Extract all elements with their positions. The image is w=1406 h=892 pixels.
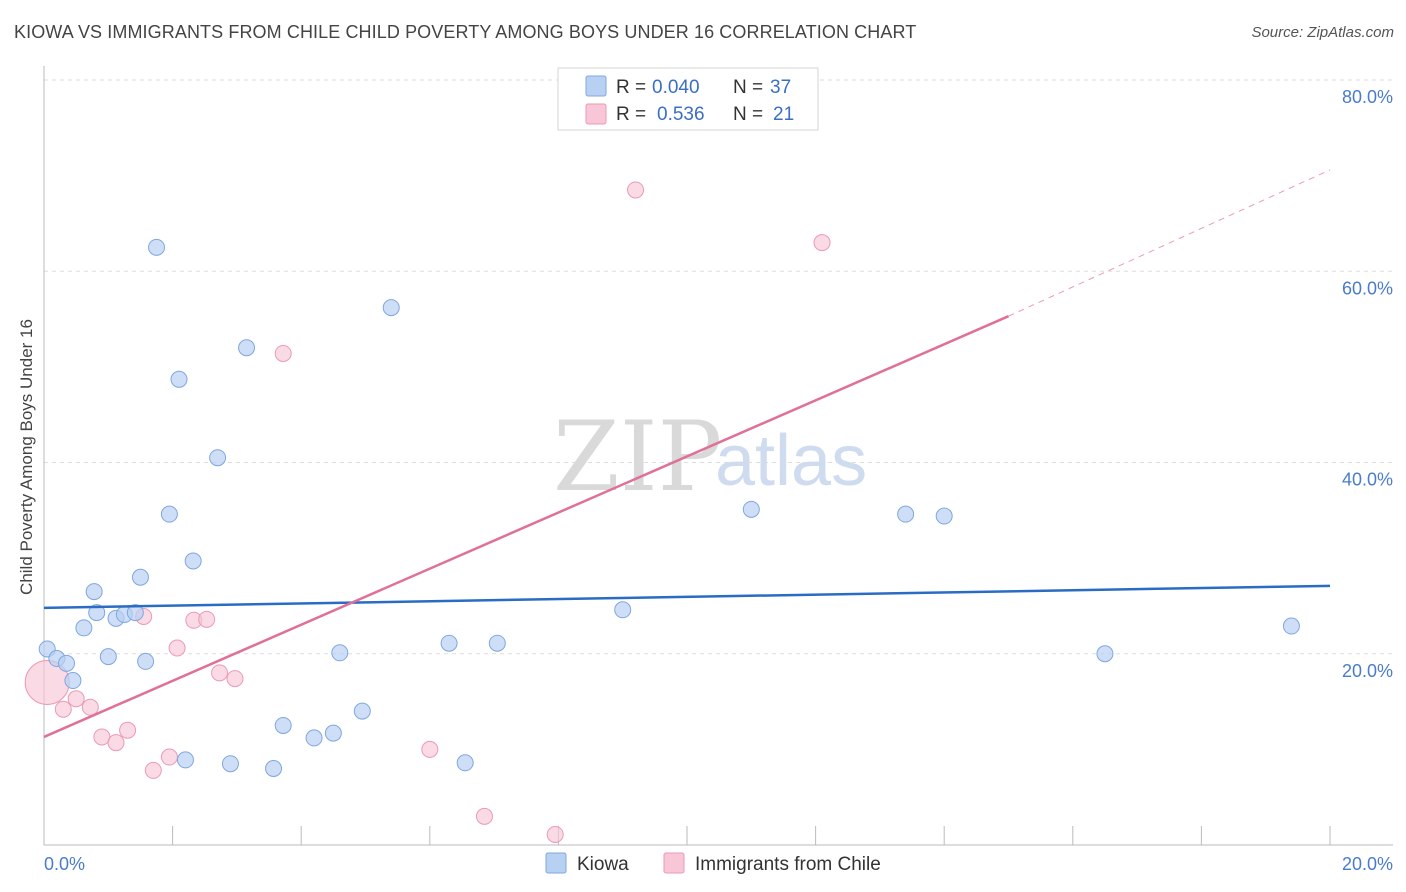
legend-r-value-kiowa: 0.040 xyxy=(652,77,700,98)
y-axis-label: Child Poverty Among Boys Under 16 xyxy=(17,319,36,595)
x-tick-label-max: 20.0% xyxy=(1342,854,1393,874)
kiowa-point xyxy=(305,729,323,747)
kiowa-point xyxy=(488,634,506,652)
x-tick-labels: 0.0% 20.0% xyxy=(44,854,1393,874)
kiowa-point xyxy=(238,339,256,357)
chile-point xyxy=(274,344,292,362)
legend-r-label-kiowa: R = xyxy=(616,77,646,98)
grid-lines xyxy=(44,79,1393,655)
chile-point xyxy=(475,807,493,825)
series-kiowa-points xyxy=(38,238,1300,777)
kiowa-point xyxy=(176,751,194,769)
legend-n-value-chile: 21 xyxy=(773,104,794,125)
legend-swatch-kiowa xyxy=(585,75,607,97)
y-tick-label-1: 40.0% xyxy=(1342,470,1393,490)
kiowa-point xyxy=(265,760,283,777)
kiowa-point xyxy=(137,652,155,670)
chile-point xyxy=(93,728,111,746)
kiowa-point xyxy=(209,449,227,467)
kiowa-point xyxy=(131,568,149,586)
chile-point xyxy=(198,610,216,628)
trend-lines xyxy=(43,169,1331,739)
kiowa-point xyxy=(75,619,93,637)
chile-point xyxy=(211,664,229,682)
kiowa-point xyxy=(58,654,76,672)
kiowa-point xyxy=(742,500,760,518)
kiowa-point xyxy=(614,601,632,619)
legend-swatch-chile xyxy=(585,103,607,125)
kiowa-point xyxy=(1282,617,1300,635)
chile-point xyxy=(627,181,645,199)
kiowa-point xyxy=(440,634,458,652)
kiowa-point xyxy=(148,238,166,256)
kiowa-point xyxy=(353,702,371,720)
chile-point xyxy=(226,670,244,688)
x-tick-label-min: 0.0% xyxy=(44,854,85,874)
watermark-zip: ZIP xyxy=(553,401,722,513)
kiowa-point xyxy=(382,299,400,317)
chile-point xyxy=(160,748,178,766)
y-tick-labels: 20.0% 40.0% 60.0% 80.0% xyxy=(1342,87,1393,681)
y-tick-label-3: 80.0% xyxy=(1342,87,1393,107)
kiowa-point xyxy=(85,583,103,601)
kiowa-point xyxy=(456,754,474,772)
stats-legend: R = 0.040 N = 37 R = 0.536 N = 21 xyxy=(557,67,819,131)
source-credit: Source: ZipAtlas.com xyxy=(1251,24,1394,41)
kiowa-point xyxy=(1096,645,1114,663)
chile-point xyxy=(813,234,831,252)
kiowa-point xyxy=(64,672,82,690)
chile-point xyxy=(67,690,85,708)
trend-line-chile-extension xyxy=(1008,169,1331,317)
kiowa-point xyxy=(324,724,342,742)
series-legend: Kiowa Immigrants from Chile xyxy=(545,852,881,875)
trend-line-kiowa xyxy=(43,584,1331,610)
chile-point xyxy=(107,734,125,752)
legend-r-label-chile: R = xyxy=(616,104,646,125)
legend-n-label-chile: N = xyxy=(733,104,763,125)
watermark: ZIP atlas xyxy=(553,401,867,513)
chile-point xyxy=(168,639,186,657)
kiowa-point xyxy=(221,755,239,773)
kiowa-point xyxy=(88,604,106,622)
y-tick-label-0: 20.0% xyxy=(1342,661,1393,681)
legend-r-value-chile: 0.536 xyxy=(657,104,705,125)
trend-line-chile xyxy=(43,315,1009,739)
series-chile-points xyxy=(24,181,831,843)
kiowa-point xyxy=(331,644,349,662)
chile-point xyxy=(81,698,99,716)
bottom-legend-label-kiowa: Kiowa xyxy=(577,854,629,875)
bottom-legend-label-chile: Immigrants from Chile xyxy=(695,854,881,875)
chile-point xyxy=(144,761,162,779)
chile-point xyxy=(421,740,439,758)
kiowa-point xyxy=(274,716,292,734)
y-tick-label-2: 60.0% xyxy=(1342,278,1393,298)
kiowa-point xyxy=(897,505,915,523)
chile-point xyxy=(546,825,564,843)
legend-n-value-kiowa: 37 xyxy=(770,77,791,98)
kiowa-point xyxy=(160,505,178,523)
kiowa-point xyxy=(935,507,953,525)
chart-title: KIOWA VS IMMIGRANTS FROM CHILE CHILD POV… xyxy=(14,22,917,42)
kiowa-point xyxy=(170,370,188,388)
kiowa-point xyxy=(184,552,202,570)
kiowa-point xyxy=(99,648,117,666)
kiowa-point xyxy=(126,604,144,622)
bottom-legend-swatch-kiowa xyxy=(545,852,567,874)
bottom-legend-swatch-chile xyxy=(663,852,685,874)
chile-point xyxy=(54,700,72,718)
chile-point xyxy=(119,721,137,739)
legend-n-label-kiowa: N = xyxy=(733,77,763,98)
